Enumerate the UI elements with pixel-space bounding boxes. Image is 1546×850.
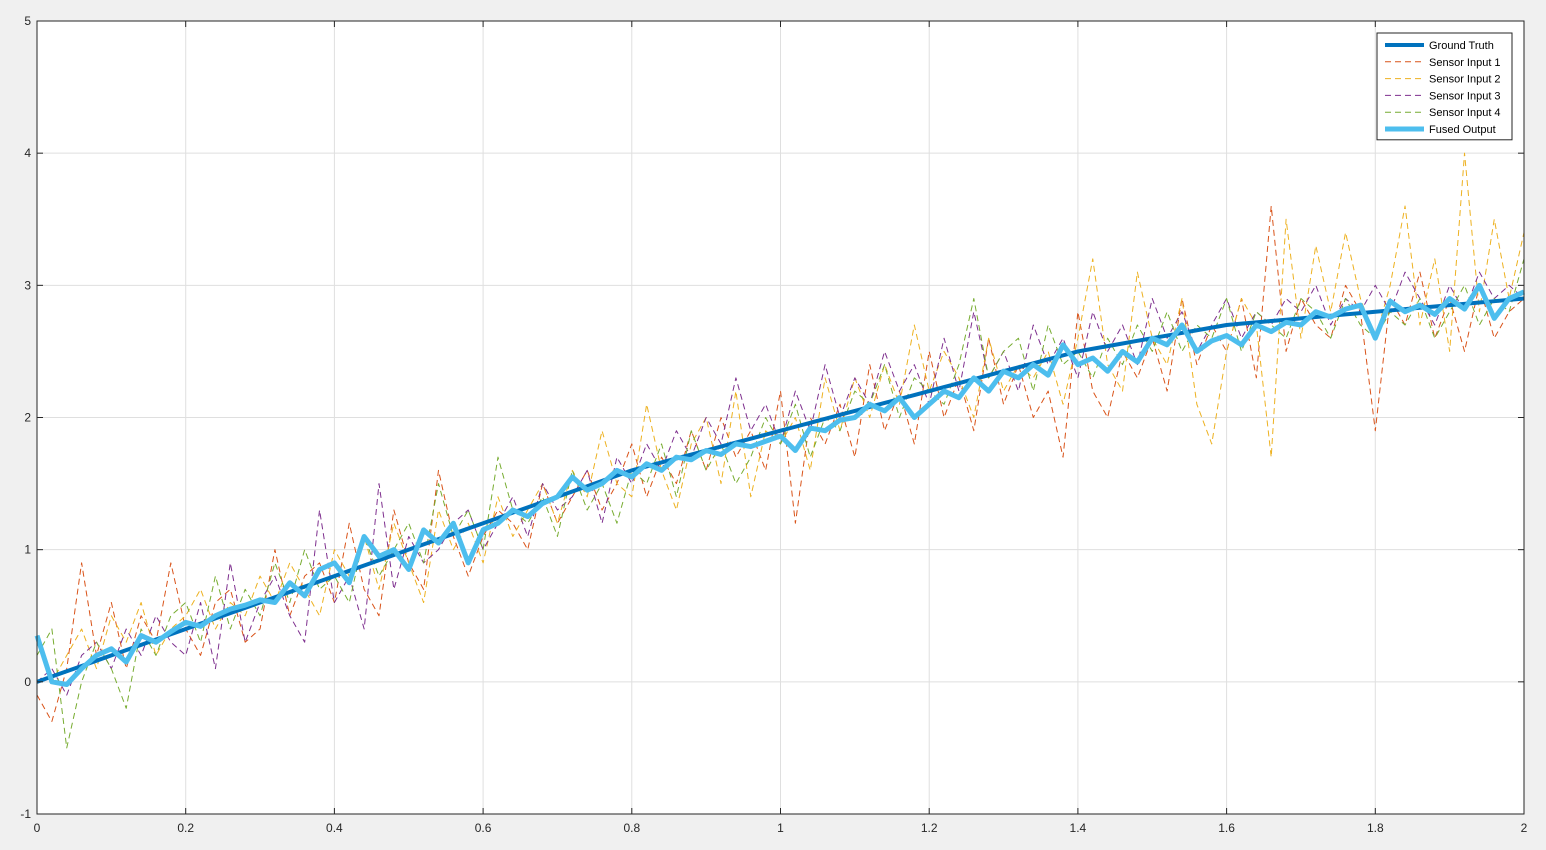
y-tick-label: 4	[24, 146, 31, 160]
legend-label: Sensor Input 1	[1429, 57, 1501, 69]
x-tick-label: 0.8	[623, 821, 640, 835]
sensor-input-1-line	[36, 205, 1525, 722]
y-tick-label: -1	[20, 807, 31, 821]
ground-truth-line	[36, 296, 1525, 684]
x-tick-label: 1	[777, 821, 784, 835]
series-layer	[34, 152, 1526, 749]
y-tick-label: 3	[24, 278, 31, 292]
legend-label: Sensor Input 3	[1429, 90, 1501, 102]
legend-label: Fused Output	[1429, 124, 1496, 136]
x-tick-label: 1.8	[1367, 821, 1384, 835]
x-tick-label: 0.6	[475, 821, 492, 835]
y-tick-label: 2	[24, 411, 31, 425]
legend-label: Sensor Input 2	[1429, 74, 1501, 86]
x-tick-label: 1.6	[1218, 821, 1235, 835]
legend[interactable]: Ground Truth Sensor Input 1 Sensor Input 2…	[1376, 32, 1513, 141]
legend-label: Ground Truth	[1429, 40, 1494, 52]
x-tick-label: 1.2	[921, 821, 938, 835]
fused-output-line	[34, 282, 1526, 687]
x-tick-label: 2	[1521, 821, 1528, 835]
y-tick-label: 0	[24, 675, 31, 689]
y-tick-label: 5	[24, 14, 31, 28]
x-tick-label: 0.2	[177, 821, 194, 835]
x-tick-label: 0	[34, 821, 41, 835]
legend-label: Sensor Input 4	[1429, 107, 1501, 119]
legend-box	[1376, 32, 1513, 141]
x-tick-label: 0.4	[326, 821, 343, 835]
y-tick-label: 1	[24, 543, 31, 557]
x-tick-label: 1.4	[1070, 821, 1087, 835]
